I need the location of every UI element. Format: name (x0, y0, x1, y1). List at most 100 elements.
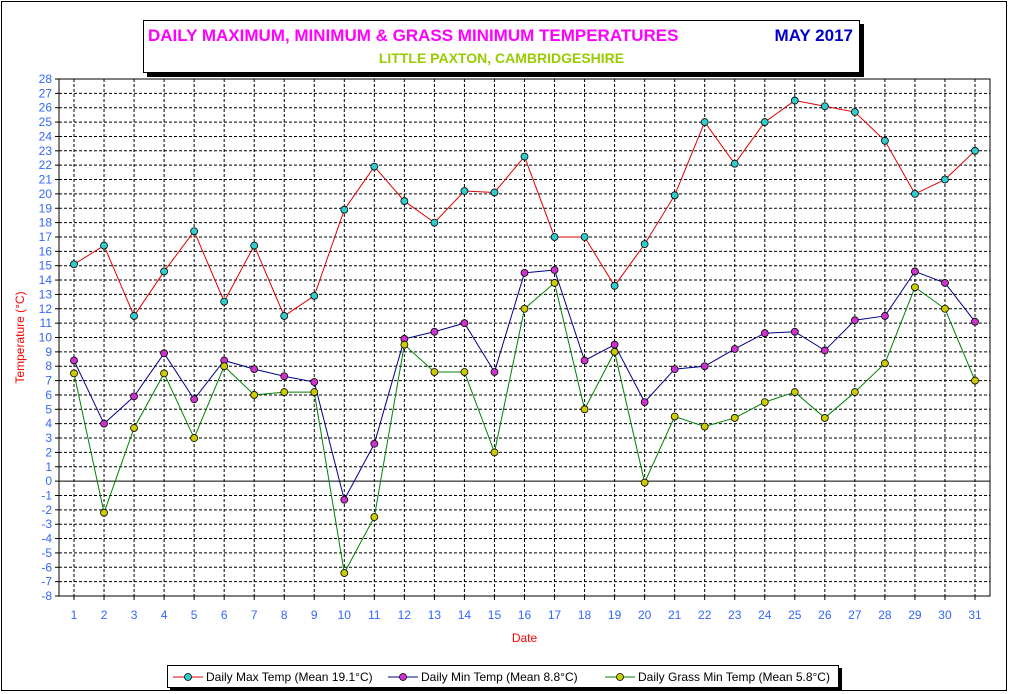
y-tick-label: 6 (45, 388, 52, 402)
y-tick-label: 19 (39, 201, 53, 215)
y-tick-label: 26 (39, 101, 53, 115)
data-point-s1 (610, 340, 619, 349)
y-tick-label: 7 (45, 374, 52, 388)
x-axis-label: Date (512, 631, 538, 645)
data-point-s2 (700, 422, 709, 431)
data-point-s2 (610, 347, 619, 356)
x-tick-label: 12 (398, 608, 412, 622)
x-tick-label: 25 (788, 608, 802, 622)
data-point-s0 (130, 312, 138, 320)
data-point-s1 (760, 329, 769, 338)
data-point-s2 (850, 388, 859, 396)
data-point-s2 (941, 304, 949, 313)
data-point-s2 (790, 388, 799, 396)
data-point-s2 (670, 412, 679, 421)
data-point-s0 (430, 218, 439, 227)
x-tick-label: 6 (221, 608, 228, 622)
data-point-s0 (640, 240, 649, 249)
y-tick-label: 10 (39, 331, 53, 345)
data-point-s2 (911, 283, 919, 292)
x-tick-label: 20 (638, 608, 652, 622)
data-point-s2 (250, 391, 259, 399)
data-point-s0 (790, 96, 799, 105)
data-point-s2 (400, 340, 409, 349)
data-point-s0 (220, 297, 229, 306)
data-point-s2 (760, 398, 769, 407)
y-tick-label: -8 (41, 589, 52, 603)
data-point-s0 (310, 291, 319, 300)
y-tick-label: 22 (39, 158, 53, 172)
y-tick-label: 21 (39, 173, 53, 187)
y-tick-label: 27 (39, 86, 53, 100)
y-tick-label: 5 (45, 402, 52, 416)
y-tick-label: -1 (41, 488, 52, 502)
y-tick-label: 9 (45, 345, 52, 359)
y-tick-label: 25 (39, 115, 53, 129)
legend-item: Daily Min Temp (Mean 8.8°C) (388, 666, 578, 687)
data-point-s1 (911, 267, 919, 276)
data-point-s2 (971, 376, 979, 385)
y-tick-label: 12 (39, 302, 53, 316)
x-tick-label: 10 (338, 608, 352, 622)
y-tick-label: 2 (45, 445, 52, 459)
x-tick-label: 26 (818, 608, 832, 622)
data-point-s0 (911, 189, 919, 198)
data-point-s0 (160, 267, 169, 276)
x-tick-label: 16 (518, 608, 532, 622)
data-point-s2 (580, 405, 589, 414)
y-tick-label: -4 (41, 532, 52, 546)
y-tick-label: -2 (41, 503, 52, 517)
data-point-s0 (490, 188, 499, 197)
y-tick-label: 13 (39, 287, 53, 301)
data-point-s1 (370, 439, 379, 448)
data-point-s2 (520, 304, 529, 313)
data-point-s0 (730, 159, 739, 168)
data-point-s1 (971, 317, 979, 326)
y-tick-label: 1 (45, 460, 52, 474)
data-point-s2 (280, 388, 289, 396)
data-point-s1 (130, 392, 138, 401)
data-point-s0 (70, 260, 78, 269)
data-point-s1 (820, 346, 829, 355)
legend-marker (388, 672, 418, 681)
data-point-s2 (881, 359, 889, 368)
data-point-s1 (460, 319, 469, 328)
data-point-s2 (640, 478, 649, 487)
data-point-s0 (941, 175, 949, 184)
data-point-s1 (670, 365, 679, 373)
data-point-s0 (760, 118, 769, 126)
data-point-s1 (520, 268, 529, 277)
legend: Daily Max Temp (Mean 19.1°C) Daily Min Te… (167, 665, 839, 688)
data-point-s1 (550, 266, 559, 274)
y-tick-label: 14 (39, 273, 53, 287)
data-point-s0 (850, 108, 859, 116)
legend-label: Daily Min Temp (Mean 8.8°C) (421, 669, 578, 684)
legend-item: Daily Grass Min Temp (Mean 5.8°C) (605, 666, 830, 687)
data-point-s0 (580, 233, 589, 241)
legend-marker (605, 672, 635, 681)
data-point-s1 (730, 345, 739, 353)
data-point-s1 (640, 398, 649, 407)
y-tick-label: 11 (40, 316, 53, 330)
data-point-s2 (820, 414, 829, 422)
data-point-s1 (70, 356, 78, 365)
data-point-s2 (340, 569, 349, 577)
x-tick-label: 30 (938, 608, 952, 622)
y-tick-label: 23 (39, 144, 53, 158)
data-point-s0 (971, 146, 979, 155)
x-tick-label: 19 (608, 608, 622, 622)
data-point-s2 (730, 414, 739, 422)
chart-subtitle: LITTLE PAXTON, CAMBRIDGESHIRE (378, 50, 625, 66)
data-point-s0 (670, 191, 679, 200)
data-point-s2 (160, 369, 169, 378)
x-tick-label: 4 (161, 608, 168, 622)
data-point-s1 (280, 372, 289, 381)
x-tick-label: 24 (758, 608, 772, 622)
legend-item: Daily Max Temp (Mean 19.1°C) (173, 666, 373, 687)
y-tick-label: 3 (45, 431, 52, 445)
x-tick-label: 31 (968, 608, 982, 622)
x-tick-label: 23 (728, 608, 742, 622)
data-point-s0 (400, 197, 409, 205)
